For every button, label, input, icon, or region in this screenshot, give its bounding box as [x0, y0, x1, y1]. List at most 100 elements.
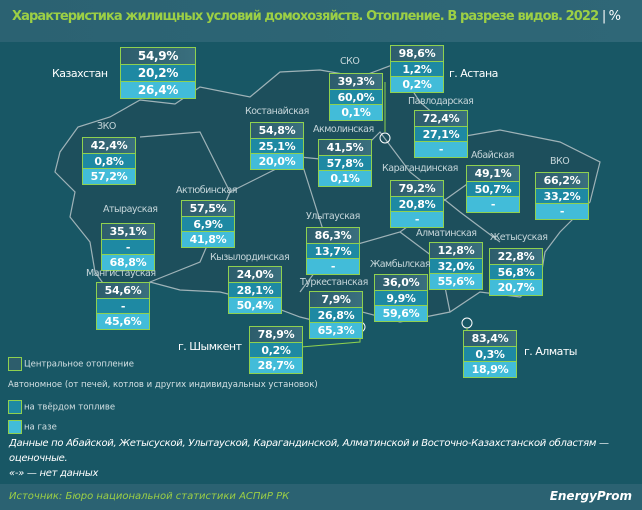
central-heating-value: 39,3% — [330, 74, 382, 89]
central-heating-value: 36,0% — [375, 275, 427, 290]
central-heating-value: 72,4% — [415, 111, 467, 126]
legend-gas-label: на газе — [24, 422, 57, 433]
gas-value: 20,0% — [251, 153, 303, 170]
region-values-box: 79,2% 20,8% - — [390, 180, 444, 229]
gas-swatch — [8, 420, 22, 434]
solid-fuel-value: 50,7% — [467, 180, 519, 197]
region-values-box: 86,3% 13,7% - — [306, 227, 360, 276]
central-heating-value: 54,6% — [97, 283, 149, 298]
energyprom-logo: EnergyProm — [549, 489, 632, 503]
solid-fuel-value: - — [97, 297, 149, 314]
note-estimates: Данные по Абайской, Жетысуской, Улытауск… — [9, 438, 609, 464]
region-label: Костанайская — [245, 106, 309, 117]
gas-value: - — [536, 203, 588, 220]
region-values-box: 35,1% -68,8% — [101, 223, 155, 272]
footnote: Данные по Абайской, Жетысуской, Улытауск… — [9, 436, 634, 481]
central-heating-value: 49,1% — [467, 166, 519, 181]
region-label: Улытауская — [306, 211, 360, 222]
gas-value: 26,4% — [121, 81, 195, 98]
region-values-box: 66,2% 33,2% - — [535, 172, 589, 221]
gas-value: 0,2% — [391, 76, 443, 93]
central-heating-value: 24,0% — [229, 267, 281, 282]
region-label: ВКО — [550, 156, 570, 167]
legend-solid: на твёрдом топливе — [8, 400, 115, 414]
source-text: Источник: Бюро национальной статистики А… — [9, 491, 290, 502]
note-no-data: «-» — нет данных — [9, 468, 99, 479]
gas-value: 50,4% — [229, 297, 281, 314]
region-values-box: 41,5% 57,8% 0,1% — [318, 139, 372, 188]
solid-fuel-value: 9,9% — [375, 289, 427, 306]
almaty-marker — [461, 317, 473, 329]
region-values-box: 98,6% 1,2% 0,2% — [390, 45, 444, 94]
region-label: Карагандинская — [382, 163, 458, 174]
page-title: Характеристика жилищных условий домохозя… — [12, 9, 621, 24]
region-label: СКО — [340, 56, 360, 67]
gas-value: 55,6% — [430, 273, 482, 290]
solid-fuel-value: 20,2% — [121, 64, 195, 81]
legend-central-label: Центральное отопление — [24, 359, 134, 370]
gas-value: 57,2% — [83, 168, 135, 185]
region-values-box: 49,1% 50,7% - — [466, 165, 520, 214]
region-values-box: 54,8% 25,1% 20,0% — [250, 122, 304, 171]
solid-fuel-value: 20,8% — [391, 195, 443, 212]
region-label: ЗКО — [97, 121, 116, 132]
region-values-box: 72,4% 27,1% - — [414, 110, 468, 159]
solid-fuel-value: 13,7% — [307, 242, 359, 259]
region-values-box: 22,8% 56,8% 20,7% — [489, 248, 543, 297]
gas-value: - — [415, 141, 467, 158]
region-label: Акмолинская — [313, 124, 374, 135]
region-label: Жамбылская — [370, 259, 431, 270]
gas-value: 68,8% — [102, 254, 154, 271]
central-heating-value: 98,6% — [391, 46, 443, 61]
title-text: Характеристика жилищных условий домохозя… — [12, 9, 599, 24]
gas-value: - — [307, 258, 359, 275]
region-values-box: 39,3% 60,0% 0,1% — [329, 73, 383, 122]
region-values-box: 54,6% -45,6% — [96, 282, 150, 331]
solid-fuel-value: 56,8% — [490, 263, 542, 280]
central-swatch — [8, 357, 22, 371]
solid-fuel-value: 1,2% — [391, 60, 443, 77]
region-values-box: 54,9% 20,2% 26,4% — [120, 47, 196, 99]
region-label: Атырауская — [103, 204, 158, 215]
region-values-box: 42,4% 0,8% 57,2% — [82, 137, 136, 186]
central-heating-value: 54,8% — [251, 123, 303, 138]
central-heating-value: 42,4% — [83, 138, 135, 153]
gas-value: 45,6% — [97, 313, 149, 330]
gas-value: 65,3% — [310, 322, 362, 339]
region-label: Жетысуская — [490, 232, 548, 243]
solid-fuel-value: 32,0% — [430, 257, 482, 274]
central-heating-value: 66,2% — [536, 173, 588, 188]
solid-fuel-value: 60,0% — [330, 88, 382, 105]
region-values-box: 36,0% 9,9% 59,6% — [374, 274, 428, 323]
central-heating-value: 86,3% — [307, 228, 359, 243]
region-label: г. Алматы — [524, 345, 577, 358]
astana-marker — [379, 132, 391, 144]
region-label: Актюбинская — [176, 185, 238, 196]
central-heating-value: 7,9% — [310, 292, 362, 307]
central-heating-value: 57,5% — [182, 201, 234, 216]
region-label: г. Шымкент — [178, 340, 242, 353]
region-label: Мангистауская — [86, 268, 156, 279]
region-values-box: 24,0% 28,1% 50,4% — [228, 266, 282, 315]
solid-fuel-value: 28,1% — [229, 281, 281, 298]
gas-value: 20,7% — [490, 279, 542, 296]
solid-fuel-value: 25,1% — [251, 137, 303, 154]
gas-value: - — [391, 211, 443, 228]
legend-solid-label: на твёрдом топливе — [24, 402, 116, 413]
central-heating-value: 12,8% — [430, 243, 482, 258]
central-heating-value: 54,9% — [121, 48, 195, 64]
region-label: Туркестанская — [300, 277, 368, 288]
region-values-box: 12,8% 32,0% 55,6% — [429, 242, 483, 291]
solid-fuel-value: 57,8% — [319, 154, 371, 171]
region-values-box: 7,9% 26,8% 65,3% — [309, 291, 363, 340]
region-label: Алматинская — [416, 228, 477, 239]
gas-value: 59,6% — [375, 305, 427, 322]
central-heating-value: 35,1% — [102, 224, 154, 239]
region-values-box: 83,4% 0,3% 18,9% — [463, 330, 517, 379]
solid-fuel-value: 0,3% — [464, 345, 516, 362]
region-label: г. Астана — [449, 67, 498, 80]
central-heating-value: 41,5% — [319, 140, 371, 155]
gas-value: 0,1% — [330, 104, 382, 121]
solid-fuel-value: 0,8% — [83, 152, 135, 169]
footer: Источник: Бюро национальной статистики А… — [0, 484, 642, 510]
